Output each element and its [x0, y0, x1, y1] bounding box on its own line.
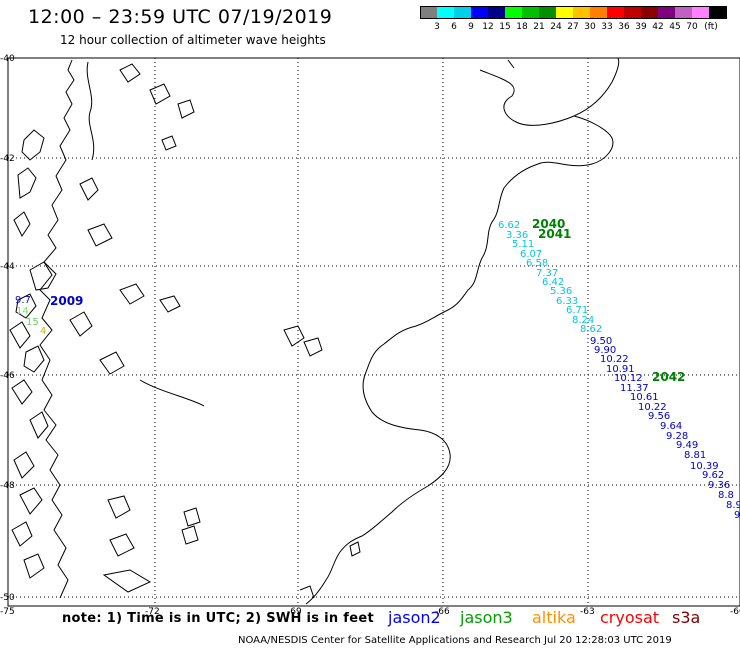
- scale-label: 39: [635, 22, 647, 32]
- coastline-west: [9, 59, 361, 599]
- scale-label: 33: [601, 22, 613, 32]
- scale-label: 70: [686, 22, 698, 32]
- satellite-legend-altika: altika: [532, 608, 576, 627]
- wave-height-label: 9.56: [648, 411, 670, 422]
- wave-height-label: 10.22: [638, 402, 667, 413]
- satellite-legend-cryosat: cryosat: [600, 608, 660, 627]
- cycle-number-label: 2009: [50, 294, 83, 308]
- scale-label: 9: [468, 22, 474, 32]
- wave-height-label: 9.49: [676, 440, 698, 451]
- coastline-east: [299, 57, 620, 605]
- scale-swatch: [709, 6, 727, 19]
- wave-height-label: 14: [16, 306, 29, 317]
- wave-height-label: 3.36: [506, 230, 528, 241]
- scale-label: 15: [499, 22, 511, 32]
- wave-height-label: 10.61: [630, 392, 659, 403]
- lat-label: -48: [0, 481, 15, 491]
- wave-height-label: 10.12: [614, 373, 643, 384]
- wave-height-label: 8.24: [572, 315, 594, 326]
- wave-height-label: 5.11: [512, 239, 534, 250]
- map-frame: [7, 57, 740, 607]
- wave-height-label: 6.71: [566, 305, 588, 316]
- lon-label: -63: [580, 607, 595, 617]
- wave-height-label: 7.37: [536, 268, 558, 279]
- satellite-legend-jason2: jason2: [388, 608, 441, 627]
- lon-label: -66: [435, 607, 450, 617]
- wave-height-label: 9.7: [15, 295, 31, 306]
- scale-label: 45: [669, 22, 681, 32]
- wave-height-label: 11.37: [620, 383, 649, 394]
- wave-height-label: 6.62: [498, 220, 520, 231]
- scale-label: 42: [652, 22, 664, 32]
- scale-label: 24: [550, 22, 562, 32]
- lat-label: -42: [0, 154, 15, 164]
- chart-subtitle: 12 hour collection of altimeter wave hei…: [60, 33, 326, 47]
- scale-label: 27: [567, 22, 579, 32]
- wave-height-label: 8.81: [684, 450, 706, 461]
- lon-label: -69: [287, 607, 302, 617]
- lat-label: -50: [0, 593, 15, 603]
- wave-height-label: 8.9: [726, 500, 740, 511]
- chart-title: 12:00 – 23:59 UTC 07/19/2019: [28, 6, 333, 28]
- lon-label: -72: [145, 607, 160, 617]
- wave-height-label: 9.62: [702, 470, 724, 481]
- lat-label: -44: [0, 262, 15, 272]
- wave-height-label: 9.64: [660, 421, 682, 432]
- wave-height-label: 10.39: [690, 461, 719, 472]
- wave-height-label: 9.28: [666, 431, 688, 442]
- wave-height-label: 6.42: [542, 277, 564, 288]
- note-text: note: 1) Time is in UTC; 2) SWH is in fe…: [62, 611, 374, 626]
- cycle-number-label: 2042: [652, 370, 685, 384]
- wave-height-label: 15: [26, 317, 39, 328]
- wave-height-label: 6.07: [520, 249, 542, 260]
- wave-height-label: 10.91: [606, 364, 635, 375]
- scale-label: 36: [618, 22, 630, 32]
- wave-height-label: 9.50: [590, 336, 612, 347]
- cycle-number-label: 2041: [538, 227, 571, 241]
- wave-height-label: 8.8: [718, 490, 734, 501]
- scale-label: 18: [516, 22, 528, 32]
- wave-height-label: 6.33: [556, 296, 578, 307]
- wave-height-label: 5.36: [550, 286, 572, 297]
- wave-height-label: 9.90: [594, 345, 616, 356]
- cycle-number-label: 2040: [532, 217, 565, 231]
- scale-border: [420, 6, 726, 19]
- wave-height-label: 9.36: [708, 480, 730, 491]
- satellite-legend-s3a: s3a: [672, 608, 701, 627]
- scale-unit: (ft): [704, 22, 718, 32]
- scale-label: 21: [533, 22, 545, 32]
- satellite-legend-jason3: jason3: [460, 608, 513, 627]
- scale-label: 30: [584, 22, 596, 32]
- lon-label: -75: [0, 607, 15, 617]
- wave-height-label: 9: [734, 510, 740, 521]
- lat-label: -46: [0, 371, 15, 381]
- lon-label: -60: [730, 607, 740, 617]
- footer-credit: NOAA/NESDIS Center for Satellite Applica…: [238, 635, 672, 646]
- scale-label: 3: [434, 22, 440, 32]
- scale-label: 12: [482, 22, 494, 32]
- lat-label: -40: [0, 54, 15, 64]
- wave-height-label: 10.22: [600, 354, 629, 365]
- scale-label: 6: [451, 22, 457, 32]
- wave-height-label: 8.62: [580, 324, 602, 335]
- wave-height-label: 4: [40, 326, 46, 337]
- graticule: [8, 57, 740, 605]
- wave-height-label: 6.58: [526, 258, 548, 269]
